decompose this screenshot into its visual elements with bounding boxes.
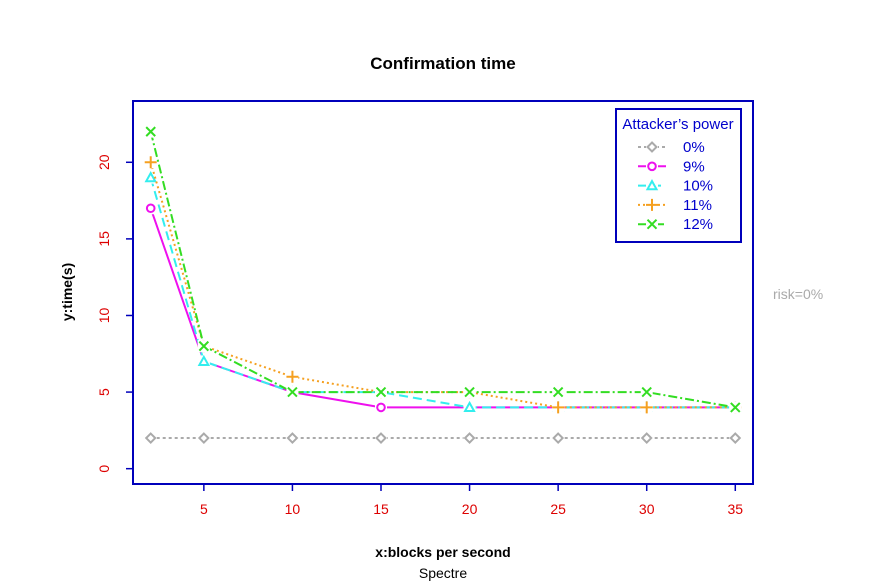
- subtitle: Spectre: [419, 565, 467, 581]
- data-point: [197, 432, 210, 444]
- legend-label: 11%: [683, 197, 712, 214]
- chart-title: Confirmation time: [370, 54, 515, 73]
- y-axis: 0 5 10 15 20: [96, 154, 133, 473]
- data-point: [552, 432, 565, 444]
- y-axis-label: y:time(s): [59, 263, 75, 321]
- x-tick-label: 10: [285, 501, 301, 517]
- series-layer: [144, 125, 742, 445]
- legend-label: 12%: [683, 216, 713, 233]
- marker-bg: [463, 432, 476, 445]
- data-point: [375, 386, 387, 398]
- marker-bg: [375, 432, 387, 445]
- x-tick-label: 35: [727, 501, 743, 517]
- data-point: [145, 203, 156, 214]
- legend: Attacker’s power 0% 9% 10% 11% 12%: [615, 108, 742, 243]
- data-point: [552, 386, 564, 398]
- side-note: risk=0%: [773, 286, 823, 302]
- x-tick-label: 30: [639, 501, 655, 517]
- data-point: [640, 432, 653, 444]
- legend-label: 0%: [683, 139, 705, 156]
- legend-label: 9%: [683, 158, 705, 175]
- legend-marker: [645, 179, 659, 191]
- marker-bg: [729, 432, 742, 445]
- marker-bg: [197, 432, 210, 445]
- legend-marker: [646, 141, 658, 153]
- legend-item: 11%: [638, 197, 712, 214]
- data-point: [729, 432, 742, 444]
- data-point: [287, 386, 298, 398]
- data-point: [463, 432, 476, 444]
- y-tick-label: 20: [96, 154, 112, 170]
- data-point: [198, 340, 210, 352]
- marker-bg: [640, 432, 653, 445]
- y-tick-label: 10: [96, 307, 112, 323]
- data-point: [286, 432, 299, 444]
- series-0pct: [144, 432, 742, 445]
- marker-bg: [552, 432, 565, 445]
- series-line: [149, 207, 736, 409]
- x-axis-label: x:blocks per second: [375, 544, 510, 560]
- marker-bg: [286, 432, 299, 445]
- legend-title: Attacker’s power: [622, 116, 733, 133]
- legend-item: 9%: [638, 158, 705, 175]
- y-tick-label: 0: [96, 465, 112, 473]
- series-12pct: [144, 125, 742, 414]
- data-point: [144, 156, 157, 169]
- y-tick-label: 15: [96, 231, 112, 247]
- data-point: [464, 386, 475, 398]
- data-point: [641, 386, 652, 398]
- x-tick-label: 25: [550, 501, 566, 517]
- legend-marker-bg: [646, 141, 658, 153]
- legend-box: [615, 108, 742, 243]
- data-point: [286, 370, 299, 383]
- series-line: [149, 162, 736, 409]
- data-point: [552, 401, 565, 414]
- data-point: [640, 401, 653, 414]
- y-tick-label: 5: [96, 388, 112, 396]
- data-point: [730, 402, 741, 413]
- plot-frame: [132, 100, 754, 485]
- x-axis: 5 10 15 20 25 30 35: [200, 484, 743, 517]
- x-tick-label: 20: [462, 501, 478, 517]
- legend-item: 12%: [638, 216, 713, 233]
- legend-label: 10%: [683, 178, 713, 195]
- legend-marker: [647, 161, 657, 172]
- data-point: [375, 432, 387, 444]
- data-point: [145, 126, 156, 137]
- legend-item: 0%: [638, 139, 705, 156]
- x-tick-label: 5: [200, 501, 208, 517]
- legend-marker: [646, 198, 658, 211]
- data-point: [463, 400, 476, 412]
- legend-items: 0% 9% 10% 11% 12%: [638, 139, 713, 233]
- data-point: [144, 171, 157, 183]
- legend-marker: [646, 218, 658, 230]
- marker-bg: [144, 432, 157, 445]
- data-point: [197, 354, 211, 367]
- data-point: [144, 432, 157, 444]
- x-tick-label: 15: [373, 501, 389, 517]
- legend-item: 10%: [638, 178, 713, 195]
- data-point: [376, 402, 386, 413]
